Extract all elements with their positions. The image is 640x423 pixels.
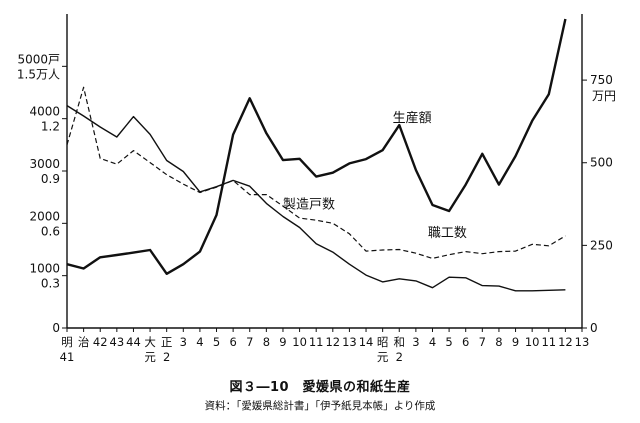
right-tick-label: 0: [590, 321, 598, 335]
left-tick-label: 2000: [29, 209, 60, 223]
x-tick-label: 治: [78, 335, 90, 349]
figure-caption-title: 図３―10 愛媛県の和紙生産: [229, 380, 411, 395]
x-tick-label: 13: [342, 335, 357, 349]
x-tick-sublabel: 元: [377, 350, 389, 364]
left-tick-label: 0: [52, 321, 60, 335]
right-tick-label: 250: [590, 238, 613, 252]
x-tick-label: 8: [495, 335, 502, 349]
x-tick-label: 大: [144, 335, 156, 349]
x-tick-label: 昭: [377, 335, 389, 349]
x-tick-sublabel: 41: [60, 350, 75, 364]
series-line-dashed: [66, 86, 566, 259]
left-tick-label: 3000: [29, 157, 60, 171]
x-tick-label: 5: [213, 335, 220, 349]
series-line-thin: [66, 105, 566, 292]
x-tick-label: 9: [279, 335, 286, 349]
x-tick-sublabel: 2: [163, 350, 170, 364]
figure-caption-source: 資料：「愛媛県総計書」「伊予紙見本帳」より作成: [204, 400, 436, 412]
x-tick-label: 7: [479, 335, 486, 349]
left-tick-sublabel: 1.5万人: [17, 67, 60, 81]
left-tick-sublabel: 1.2: [41, 120, 60, 134]
x-tick-sublabel: 2: [396, 350, 403, 364]
x-tick-label: 9: [512, 335, 519, 349]
right-axis-unit: 万円: [592, 89, 616, 103]
x-tick-label: 正: [161, 335, 173, 349]
series-line-bold: [66, 18, 567, 275]
x-tick-label: 10: [292, 335, 307, 349]
x-tick-label: 和: [394, 335, 406, 349]
x-tick-label: 13: [575, 335, 590, 349]
series-label: 生産額: [393, 110, 432, 126]
x-tick-label: 6: [229, 335, 236, 349]
x-tick-label: 6: [462, 335, 469, 349]
x-tick-label: 14: [359, 335, 374, 349]
x-tick-label: 11: [309, 335, 324, 349]
left-tick-label: 4000: [29, 105, 60, 119]
series-label: 職工数: [428, 226, 467, 241]
x-tick-label: 8: [263, 335, 270, 349]
x-tick-label: 7: [246, 335, 253, 349]
series-label: 製造戸数: [283, 198, 335, 213]
x-tick-label: 明: [61, 335, 73, 349]
x-tick-label: 12: [325, 335, 340, 349]
x-tick-label: 5: [445, 335, 452, 349]
left-tick-label: 5000戸: [17, 52, 60, 66]
right-tick-label: 750: [590, 73, 613, 87]
chart-series: [66, 18, 567, 292]
x-tick-label: 11: [541, 335, 556, 349]
left-tick-sublabel: 0.6: [41, 224, 60, 238]
x-tick-sublabel: 元: [144, 350, 156, 364]
x-tick-label: 4: [196, 335, 203, 349]
x-tick-label: 4: [429, 335, 436, 349]
right-tick-label: 500: [590, 156, 613, 170]
x-tick-label: 43: [110, 335, 125, 349]
left-tick-label: 1000: [29, 262, 60, 276]
left-tick-sublabel: 0.9: [41, 172, 60, 186]
x-tick-label: 10: [525, 335, 540, 349]
x-tick-label: 44: [126, 335, 141, 349]
x-tick-label: 3: [412, 335, 419, 349]
x-tick-label: 3: [180, 335, 187, 349]
x-tick-label: 12: [558, 335, 573, 349]
x-tick-label: 42: [93, 335, 108, 349]
left-tick-sublabel: 0.3: [41, 277, 60, 291]
